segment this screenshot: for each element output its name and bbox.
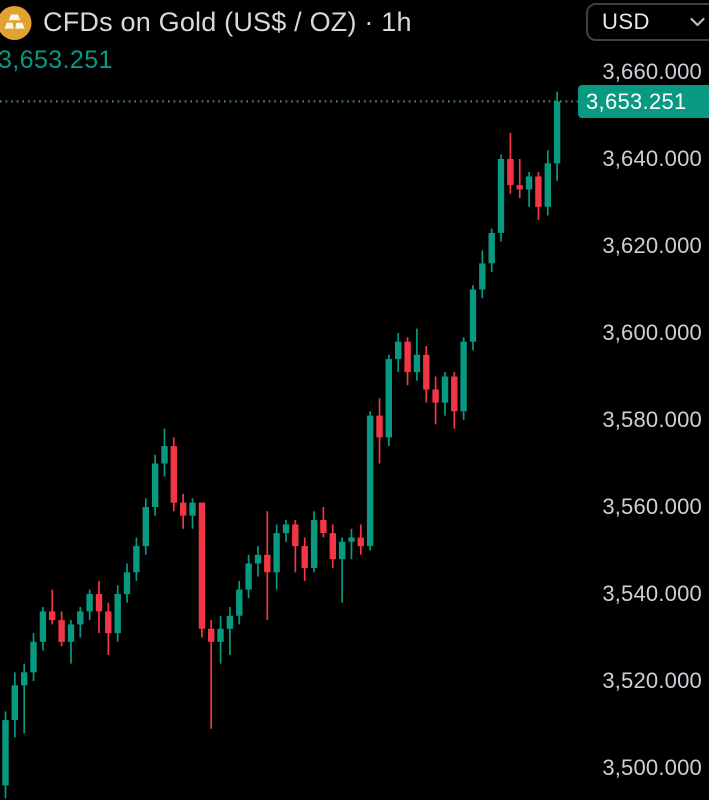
candle-body (39, 611, 47, 642)
candles (2, 91, 561, 799)
candle-body (180, 502, 187, 516)
price-axis-label: 3,640.000 (602, 146, 702, 171)
candle-body (310, 520, 318, 568)
candle-body (142, 507, 149, 547)
candle-body (226, 615, 234, 629)
candle-body (507, 159, 514, 186)
candle-body (217, 628, 224, 642)
candle-body (385, 359, 392, 438)
candle-body (497, 159, 505, 233)
candle-body (544, 163, 551, 207)
candle-body (245, 563, 252, 590)
candle-body (413, 354, 421, 373)
gold-bars-icon (0, 4, 32, 40)
price-axis[interactable]: 3,660.000 3,640.000 3,620.000 3,600.000 3,58… (578, 0, 709, 800)
candle-body (86, 594, 93, 612)
candle-body (273, 533, 280, 573)
currency-dropdown-value: USD (602, 9, 650, 34)
last-price-value: 3,653.251 (0, 46, 113, 74)
candle-body (2, 720, 9, 786)
candle-body (133, 546, 140, 573)
candle-body (292, 524, 299, 547)
candle-body (49, 611, 56, 621)
candle-body (479, 263, 486, 290)
candle-body (95, 594, 103, 612)
candle-body (469, 289, 477, 342)
candle-body (366, 415, 374, 547)
current-price-label: 3,653.251 (578, 85, 709, 118)
candle-body (338, 541, 346, 560)
candle-body (535, 176, 542, 207)
price-axis-label: 3,520.000 (602, 668, 702, 693)
candle-body (525, 176, 533, 190)
price-axis-label: 3,620.000 (602, 233, 702, 258)
price-axis-label: 3,600.000 (602, 320, 702, 345)
candle-body (441, 376, 449, 403)
currency-dropdown[interactable]: USD (586, 3, 709, 41)
candle-body (254, 554, 262, 564)
candle-body (21, 672, 28, 686)
candle-body (320, 520, 327, 533)
price-axis-label: 3,560.000 (602, 494, 702, 519)
price-axis-label: 3,660.000 (602, 59, 702, 84)
candle-body (516, 185, 523, 190)
candle-body (348, 537, 355, 542)
candle-body (198, 502, 206, 629)
symbol-header[interactable]: CFDs on Gold (US$ / OZ) · 1h (0, 4, 412, 40)
candle-body (553, 101, 561, 164)
candle-body (376, 415, 383, 438)
candle-body (30, 641, 37, 673)
candle-body (58, 620, 65, 642)
price-axis-label: 3,500.000 (602, 755, 702, 780)
candle-body (451, 376, 458, 412)
candle-body (404, 341, 411, 373)
candle-body (123, 572, 131, 595)
candle-body (423, 354, 430, 390)
candle-body (301, 546, 308, 568)
price-axis-label: 3,540.000 (602, 581, 702, 606)
candle-body (460, 341, 467, 412)
candle-body (395, 341, 402, 360)
candle-body (77, 611, 84, 625)
chevron-down-icon (690, 17, 705, 27)
candle-body (170, 446, 177, 503)
candle-body (189, 502, 196, 516)
candle-body (105, 611, 112, 634)
price-axis-label: 3,580.000 (602, 407, 702, 432)
candle-body (488, 232, 495, 264)
candle-body (161, 446, 168, 464)
candle-body (282, 524, 290, 534)
candle-body (264, 554, 271, 573)
candle-body (67, 624, 75, 642)
symbol-title: CFDs on Gold (US$ / OZ) · 1h (43, 6, 412, 37)
candle-body (236, 589, 243, 616)
candle-body (208, 628, 215, 642)
candle-body (11, 685, 18, 721)
candle-body (151, 463, 159, 507)
candle-body (357, 537, 364, 547)
candle-body (329, 533, 336, 560)
candle-body (432, 389, 439, 403)
candle-body (114, 594, 121, 634)
